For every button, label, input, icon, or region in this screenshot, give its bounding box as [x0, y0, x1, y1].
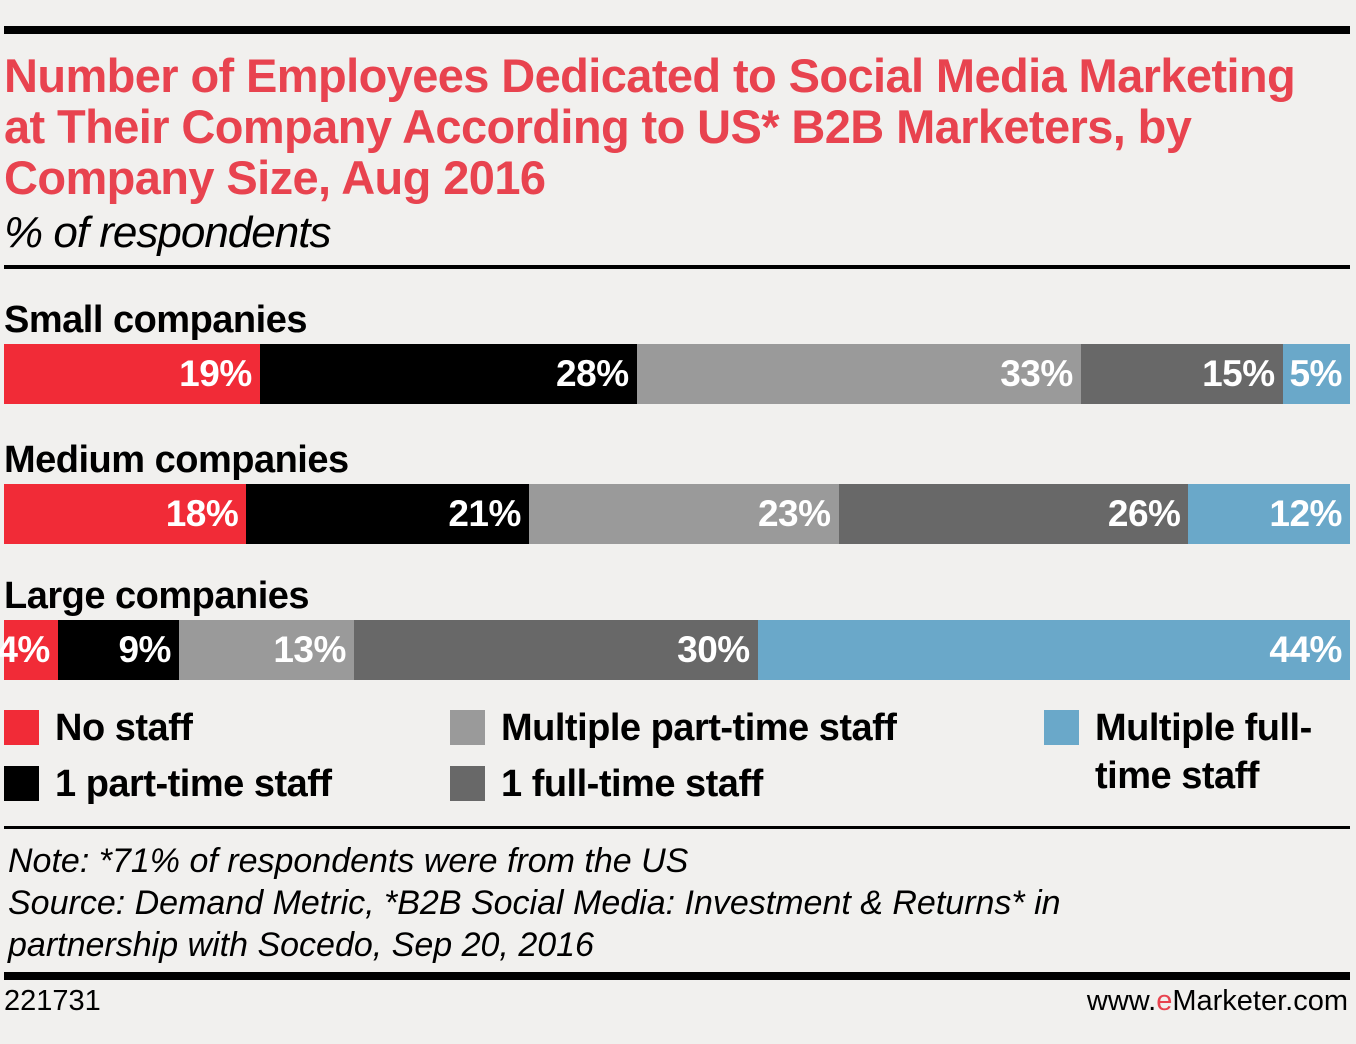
legend-item-one-part-time: 1 part-time staff: [4, 760, 332, 808]
note-rule: [4, 826, 1350, 829]
bar-value-label: 13%: [273, 629, 346, 670]
stacked-bar-small: 19% 28% 33% 15% 5%: [4, 344, 1350, 404]
note-line-3: partnership with Socedo, Sep 20, 2016: [8, 926, 594, 964]
legend-label-multi-full-time-line2: time staff: [1095, 755, 1259, 797]
source-suffix: Marketer.com: [1172, 985, 1348, 1017]
legend-swatch-no-staff: [4, 710, 39, 745]
legend-item-one-full-time: 1 full-time staff: [450, 760, 763, 808]
legend-label-multi-full-time: Multiple full- time staff: [1095, 704, 1312, 800]
bar-value-label: 21%: [448, 493, 521, 534]
bar-value-label: 30%: [677, 629, 750, 670]
group-label-large: Large companies: [4, 575, 310, 617]
bar-value-label: 28%: [556, 353, 629, 394]
legend-swatch-one-part-time: [4, 766, 39, 801]
legend-item-multi-full-time: Multiple full- time staff: [1044, 704, 1312, 800]
bar-value-label: 26%: [1107, 493, 1181, 534]
legend-label-no-staff: No staff: [55, 707, 193, 749]
bar-value-label: 18%: [165, 493, 239, 534]
chart-subtitle: % of respondents: [4, 208, 331, 257]
bar-segment-medium-multi-full-time: 12%: [1188, 484, 1350, 544]
bar-value-label: 4%: [0, 629, 50, 670]
bar-value-label: 23%: [757, 493, 831, 534]
stacked-bar-large: 4% 9% 13% 30% 44%: [0, 620, 1350, 680]
legend-item-multi-part-time: Multiple part-time staff: [450, 704, 897, 752]
footer-rule: [4, 972, 1350, 980]
source-brand: www.eMarketer.com: [1087, 985, 1348, 1018]
group-label-small: Small companies: [4, 299, 307, 341]
note-line-1: Note: *71% of respondents were from the …: [8, 842, 689, 880]
bar-value-label: 15%: [1202, 353, 1275, 394]
group-label-medium: Medium companies: [4, 439, 349, 481]
bar-value-label: 9%: [118, 629, 171, 670]
bar-segment-small-one-part-time: 28%: [259, 344, 637, 404]
bar-segment-medium-one-part-time: 21%: [246, 484, 529, 544]
note-line-2: Source: Demand Metric, *B2B Social Media…: [8, 884, 1061, 922]
bar-value-label: 33%: [1000, 353, 1073, 394]
chart-id: 221731: [4, 985, 101, 1017]
chart-note: Note: *71% of respondents were from the …: [8, 840, 1348, 966]
header-rule: [4, 265, 1350, 269]
bar-segment-medium-multi-part-time: 23%: [528, 484, 839, 544]
source-prefix: www.: [1086, 985, 1157, 1017]
bar-segment-medium-one-full-time: 26%: [838, 484, 1189, 544]
bar-segment-small-multi-part-time: 33%: [636, 344, 1081, 404]
bar-segment-large-multi-full-time: 44%: [757, 620, 1350, 680]
bar-segment-large-one-full-time: 30%: [353, 620, 758, 680]
legend-swatch-multi-part-time: [450, 710, 485, 745]
legend-label-multi-full-time-line1: Multiple full-: [1095, 707, 1312, 749]
top-rule: [4, 26, 1350, 34]
legend-swatch-multi-full-time: [1044, 710, 1079, 745]
bar-segment-small-multi-full-time: 5%: [1282, 344, 1350, 404]
bar-segment-large-no-staff: 4%: [0, 620, 58, 680]
legend-item-no-staff: No staff: [4, 704, 193, 752]
legend-swatch-one-full-time: [450, 766, 485, 801]
bar-segment-small-no-staff: 19%: [4, 344, 260, 404]
bar-value-label: 44%: [1269, 629, 1342, 670]
chart-title: Number of Employees Dedicated to Social …: [4, 49, 1296, 204]
bar-segment-large-multi-part-time: 13%: [178, 620, 354, 680]
stacked-bar-medium: 18% 21% 23% 26% 12%: [4, 484, 1350, 544]
legend-label-one-part-time: 1 part-time staff: [55, 763, 332, 805]
legend-label-one-full-time: 1 full-time staff: [501, 763, 763, 805]
legend-label-multi-part-time: Multiple part-time staff: [501, 707, 897, 749]
bar-segment-medium-no-staff: 18%: [4, 484, 247, 544]
bar-value-label: 5%: [1289, 353, 1342, 394]
source-brand-e: e: [1156, 985, 1173, 1017]
bar-value-label: 12%: [1269, 493, 1342, 534]
bar-value-label: 19%: [179, 353, 252, 394]
bar-segment-large-one-part-time: 9%: [57, 620, 179, 680]
bar-segment-small-one-full-time: 15%: [1080, 344, 1283, 404]
